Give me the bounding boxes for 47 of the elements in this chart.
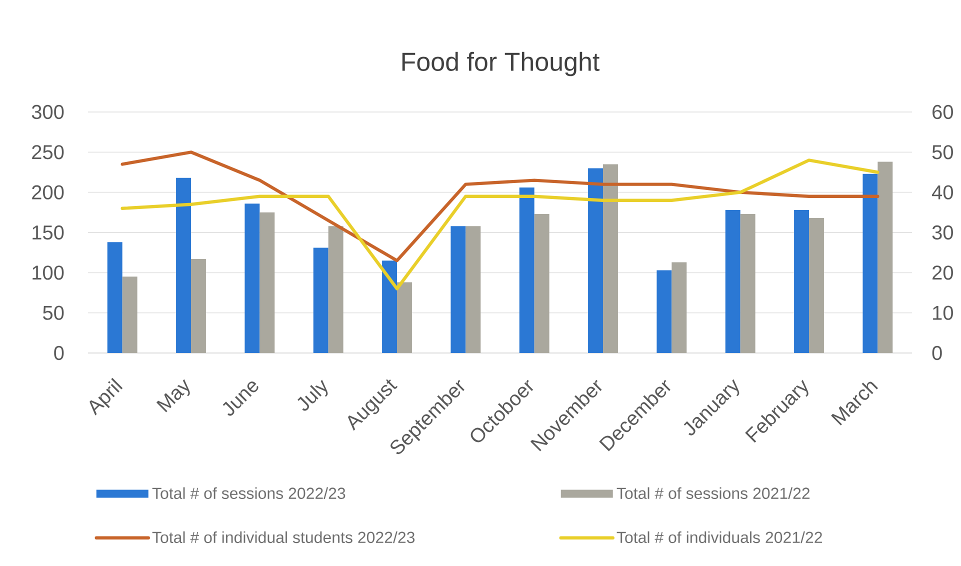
bar [603, 164, 618, 353]
y-tick-label: 300 [32, 104, 64, 120]
bar [794, 210, 810, 353]
bar [519, 188, 534, 353]
line-series [120, 150, 880, 262]
bar [740, 214, 756, 353]
legend-label: Total # of individual students 2022/23 [152, 531, 415, 544]
bar [450, 226, 466, 353]
y2-tick-label: 0 [932, 346, 942, 360]
bar [534, 214, 550, 353]
bar [176, 178, 191, 353]
y2-tick-label: 60 [932, 104, 953, 120]
legend-label: Total # of sessions 2022/23 [152, 487, 346, 500]
bar [878, 162, 893, 353]
x-tick-label: May [156, 379, 190, 412]
y2-tick-label: 20 [932, 266, 953, 280]
y-tick-label: 100 [32, 266, 64, 280]
y2-tick-label: 50 [932, 145, 953, 160]
legend-label: Total # of individuals 2021/22 [616, 531, 822, 544]
bar [122, 276, 138, 353]
bar [328, 226, 344, 353]
y-tick-label: 250 [32, 145, 64, 160]
bar [244, 204, 260, 353]
y-tick-label: 150 [32, 225, 64, 240]
bar [191, 259, 206, 353]
y-tick-label: 200 [32, 185, 64, 200]
bar [656, 270, 672, 353]
bar [672, 262, 687, 353]
bar [588, 168, 604, 353]
bar [809, 218, 824, 353]
bar [725, 210, 740, 353]
chart-title: Food for Thought [402, 52, 600, 76]
bar [862, 174, 878, 353]
line-series [120, 158, 880, 290]
bar [313, 248, 328, 353]
y-tick-label: 0 [54, 346, 64, 360]
bar [382, 260, 398, 353]
bar [397, 282, 412, 353]
bar [466, 226, 481, 353]
y2-tick-label: 40 [932, 185, 953, 200]
bar [107, 242, 122, 353]
x-tick-label: July [298, 380, 328, 411]
y2-tick-label: 30 [932, 225, 953, 240]
y2-tick-label: 10 [933, 306, 953, 320]
y-tick-label: 50 [43, 306, 64, 320]
legend-label: Total # of sessions 2021/22 [616, 487, 810, 500]
bar [260, 212, 275, 353]
